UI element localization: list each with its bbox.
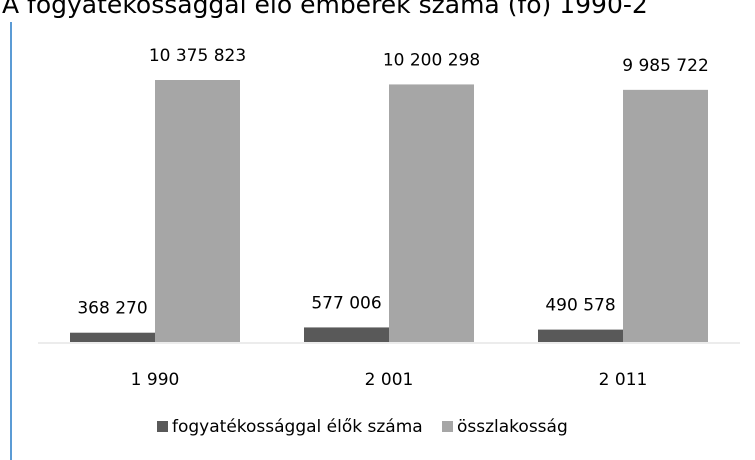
bar	[389, 84, 474, 342]
data-label: 577 006	[311, 293, 381, 313]
x-tick-label: 2 001	[365, 370, 414, 390]
bar	[304, 327, 389, 342]
bar	[155, 80, 240, 342]
bar	[70, 332, 155, 342]
bar	[623, 89, 708, 343]
data-label: 10 200 298	[383, 50, 480, 70]
legend-swatch	[442, 421, 453, 432]
data-label: 10 375 823	[149, 46, 246, 66]
x-tick-label: 1 990	[131, 370, 180, 390]
legend-label: összlakosság	[457, 417, 568, 437]
data-label: 9 985 722	[622, 56, 709, 76]
legend-swatch	[157, 421, 168, 432]
x-tick-label: 2 011	[599, 370, 648, 390]
data-label: 490 578	[545, 296, 615, 316]
chart-title: A fogyatékossággal élő emberek száma (fő…	[2, 0, 648, 19]
data-label: 368 270	[77, 299, 147, 319]
legend-label: fogyatékossággal élők száma	[172, 417, 423, 437]
bar	[538, 329, 623, 342]
